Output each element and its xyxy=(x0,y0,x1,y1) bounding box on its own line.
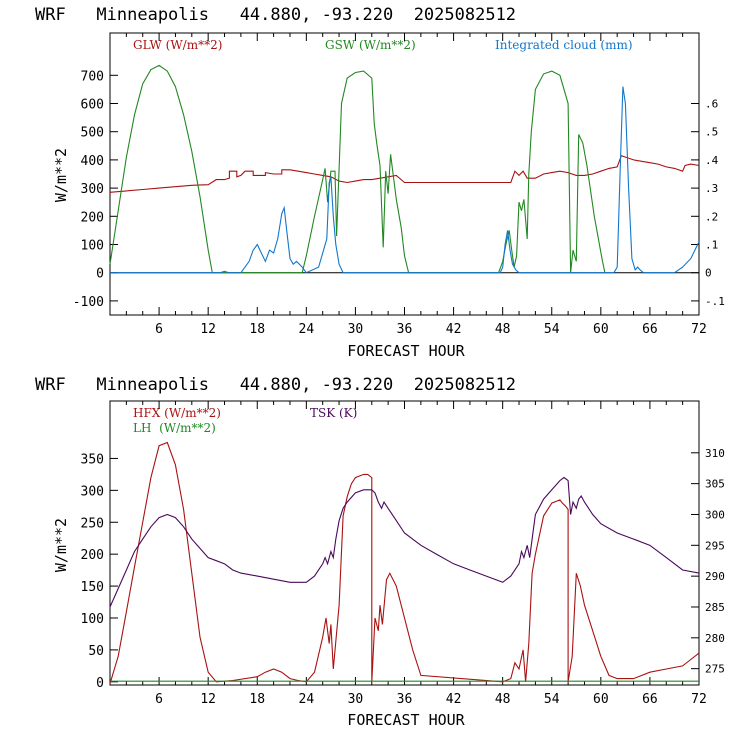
glw-series-line xyxy=(109,155,700,193)
legend-entry-integrated-cloud: Integrated cloud (mm) xyxy=(495,38,633,52)
y2-tick-label: 285 xyxy=(705,601,725,614)
y2-tick-label: .6 xyxy=(705,98,718,111)
y-axis-label: W/m**2 xyxy=(52,148,70,202)
x-tick-label: 12 xyxy=(200,322,216,337)
tsk-series-line xyxy=(109,476,700,608)
legend-entry-hfx: HFX (W/m**2) xyxy=(133,406,221,420)
y2-tick-label: 275 xyxy=(705,663,725,676)
y-tick-label: 200 xyxy=(81,548,104,563)
y2-tick-label: 0 xyxy=(705,267,712,280)
x-tick-label: 72 xyxy=(691,322,707,337)
gsw-series-line xyxy=(109,64,606,274)
y2-tick-label: 310 xyxy=(705,447,725,460)
x-tick-label: 30 xyxy=(348,692,364,707)
x-tick-label: 24 xyxy=(299,692,315,707)
y2-tick-label: 300 xyxy=(705,508,725,521)
x-tick-label: 18 xyxy=(249,322,265,337)
series-lines xyxy=(109,441,700,684)
y-tick-label: -100 xyxy=(73,295,104,310)
legend-entry-gsw: GSW (W/m**2) xyxy=(325,38,416,52)
y2-tick-label: 290 xyxy=(705,570,725,583)
y2-tick-label: 305 xyxy=(705,478,725,491)
integrated-cloud-series-line xyxy=(110,86,700,274)
x-tick-label: 6 xyxy=(155,692,163,707)
y-tick-label: 500 xyxy=(81,126,104,141)
y2-tick-label: .1 xyxy=(705,239,718,252)
plot-frame xyxy=(109,400,700,686)
legend-entry-lh: LH (W/m**2) xyxy=(133,421,216,435)
y-tick-label: 100 xyxy=(81,239,104,254)
x-tick-label: 42 xyxy=(446,322,462,337)
x-tick-label: 48 xyxy=(495,692,511,707)
y-tick-label: 400 xyxy=(81,154,104,169)
y2-tick-label: .4 xyxy=(705,154,719,167)
heat-flux-chart-panel: WRF Minneapolis 44.880, -93.220 20250825… xyxy=(35,375,725,729)
x-tick-label: 54 xyxy=(544,692,560,707)
axis-ticks: 6 12 18 24 30 36 42 48 54 60 66 72 -100 0 100 200 300 400… xyxy=(73,33,725,337)
y-tick-label: 0 xyxy=(96,676,104,691)
series-lines xyxy=(109,64,700,274)
x-tick-label: 12 xyxy=(200,692,216,707)
x-tick-label: 60 xyxy=(593,692,609,707)
y-tick-label: 300 xyxy=(81,484,104,499)
y-tick-label: 300 xyxy=(81,182,104,197)
y2-tick-label: .5 xyxy=(705,126,718,139)
legend-entry-tsk: TSK (K) xyxy=(310,406,357,420)
x-tick-label: 66 xyxy=(642,692,658,707)
x-tick-label: 30 xyxy=(348,322,364,337)
x-axis-label: FORECAST HOUR xyxy=(347,711,465,729)
y2-tick-label: 295 xyxy=(705,539,725,552)
legend-entry-glw: GLW (W/m**2) xyxy=(133,38,222,52)
y2-tick-label: .3 xyxy=(705,182,718,195)
y2-tick-label: -.1 xyxy=(705,295,725,308)
y2-tick-label: .2 xyxy=(705,210,718,223)
axis-ticks: 6 12 18 24 30 36 42 48 54 60 66 72 0 50 100 150 200 250 30… xyxy=(81,401,725,707)
y2-tick-label: 280 xyxy=(705,632,725,645)
hfx-series-line xyxy=(109,441,700,684)
chart-title: WRF Minneapolis 44.880, -93.220 20250825… xyxy=(35,5,516,25)
x-tick-label: 66 xyxy=(642,322,658,337)
x-axis-label: FORECAST HOUR xyxy=(347,342,465,360)
y-axis-label: W/m**2 xyxy=(52,518,70,572)
x-tick-label: 6 xyxy=(155,322,163,337)
y-tick-label: 250 xyxy=(81,516,104,531)
y-tick-label: 50 xyxy=(88,644,104,659)
x-tick-label: 36 xyxy=(397,692,413,707)
x-tick-label: 72 xyxy=(691,692,707,707)
x-tick-label: 42 xyxy=(446,692,462,707)
x-tick-label: 48 xyxy=(495,322,511,337)
x-tick-label: 60 xyxy=(593,322,609,337)
y-tick-label: 0 xyxy=(96,267,104,282)
y-tick-label: 350 xyxy=(81,452,104,467)
chart-title: WRF Minneapolis 44.880, -93.220 20250825… xyxy=(35,375,516,395)
y-tick-label: 100 xyxy=(81,612,104,627)
y-tick-label: 700 xyxy=(81,69,104,84)
y-tick-label: 200 xyxy=(81,210,104,225)
x-tick-label: 36 xyxy=(397,322,413,337)
x-tick-label: 54 xyxy=(544,322,560,337)
x-tick-label: 18 xyxy=(249,692,265,707)
y-tick-label: 600 xyxy=(81,98,104,113)
x-tick-label: 24 xyxy=(299,322,315,337)
y-tick-label: 150 xyxy=(81,580,104,595)
radiation-chart-panel: WRF Minneapolis 44.880, -93.220 20250825… xyxy=(35,5,725,360)
